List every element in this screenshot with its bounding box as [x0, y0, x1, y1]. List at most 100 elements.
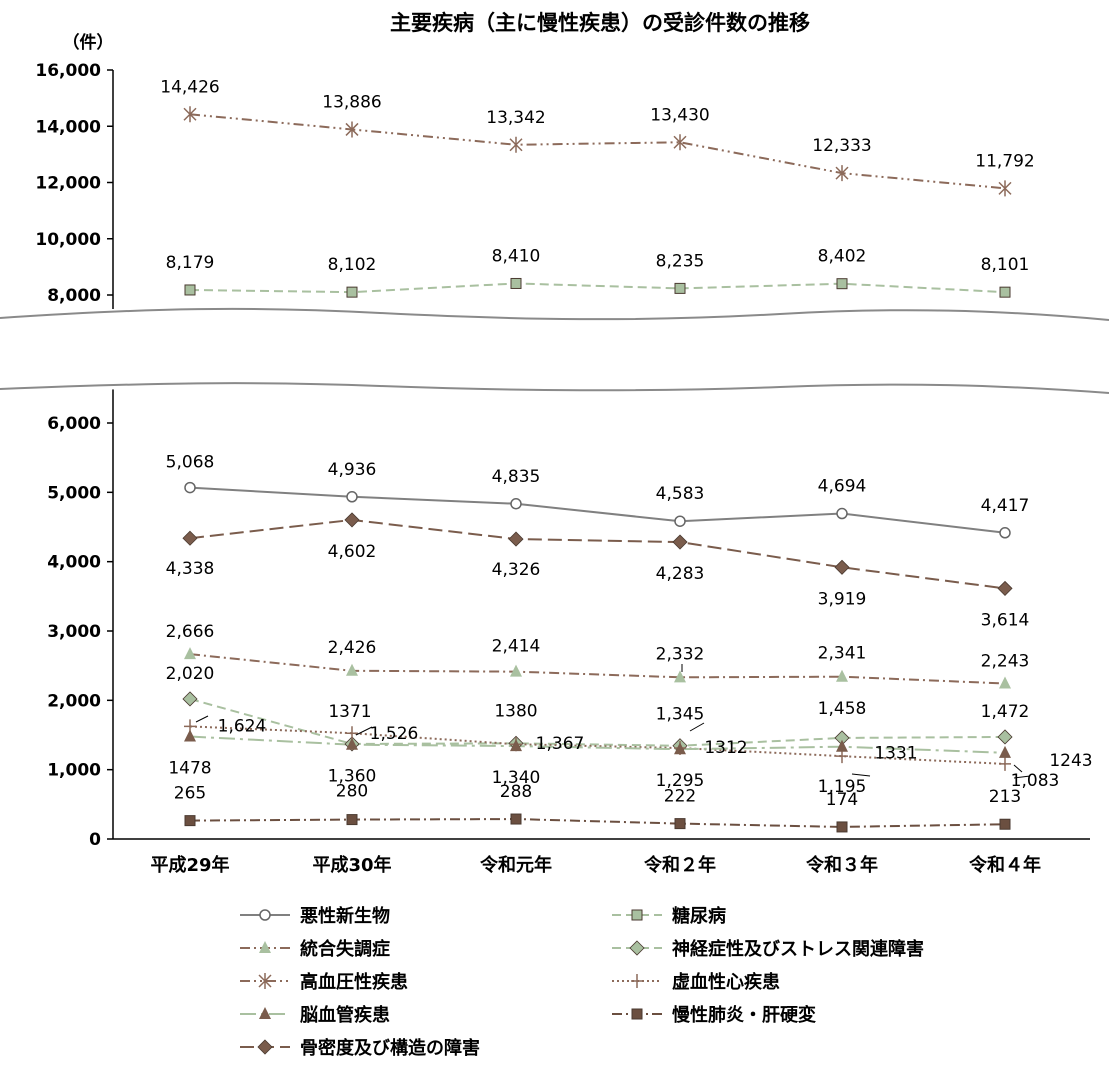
data-label: 4,326 — [492, 560, 541, 580]
data-label: 2,426 — [328, 638, 377, 658]
data-point-marker — [997, 729, 1013, 745]
y-tick-label: 14,000 — [35, 117, 101, 137]
data-label: 174 — [826, 790, 858, 810]
data-point-marker — [184, 729, 196, 742]
data-point-marker — [346, 663, 358, 676]
data-point-marker — [836, 669, 848, 682]
y-tick-label: 0 — [89, 830, 101, 850]
label-leader-line — [195, 715, 209, 723]
data-point-marker — [835, 165, 849, 182]
data-point-marker — [674, 818, 686, 830]
x-tick-label: 令和４年 — [968, 854, 1041, 876]
y-tick-label: 12,000 — [35, 174, 101, 194]
data-label: 13,886 — [322, 92, 381, 112]
data-label: 8,410 — [492, 246, 541, 266]
data-point-marker — [999, 745, 1011, 758]
data-point-marker — [629, 940, 645, 956]
y-tick-label: 10,000 — [35, 230, 101, 250]
data-label: 1,295 — [656, 771, 705, 791]
data-point-marker — [257, 1039, 273, 1055]
axis-break-band — [0, 308, 1109, 393]
legend-label: 慢性肺炎・肝硬変 — [672, 1004, 816, 1026]
data-point-marker — [999, 527, 1011, 539]
data-label: 1,624 — [218, 716, 267, 736]
data-label: 4,694 — [818, 477, 867, 497]
data-label: 2,666 — [166, 622, 215, 642]
data-point-marker — [509, 136, 523, 153]
data-label: 2,414 — [492, 637, 541, 657]
data-point-marker — [674, 670, 686, 683]
data-label: 2,243 — [981, 651, 1030, 671]
x-tick-label: 平成30年 — [312, 854, 391, 876]
series-line — [189, 697, 1006, 747]
data-point-marker — [999, 286, 1011, 298]
data-point-marker — [346, 286, 358, 298]
data-label: 280 — [336, 782, 368, 802]
data-label: 13,430 — [650, 105, 709, 125]
axes: 8,000 10,000 12,000 14,000 16,000 0 1,000 2,000… — [0, 61, 1109, 876]
data-label: 1,360 — [328, 767, 377, 787]
label-leader-line — [689, 722, 705, 732]
data-point-marker — [631, 909, 643, 921]
data-label: 4,602 — [328, 542, 377, 562]
data-label: 3,614 — [981, 610, 1030, 630]
data-point-marker — [346, 737, 358, 750]
legend-label: 高血圧性疾患 — [300, 971, 408, 993]
legend-label: 統合失調症 — [300, 938, 390, 960]
data-point-marker — [836, 821, 848, 833]
label-leader-line — [851, 773, 871, 777]
y-tick-label: 4,000 — [47, 553, 101, 573]
data-labels: 5,068 4,936 4,835 4,583 4,694 4,417 8,179 8,102… — [160, 77, 1092, 810]
data-label: 8,235 — [656, 251, 705, 271]
data-label: 1,472 — [981, 702, 1030, 722]
data-label: 1,526 — [370, 724, 419, 744]
data-label: 4,936 — [328, 460, 377, 480]
data-label: 4,283 — [656, 564, 705, 584]
y-tick-label: 3,000 — [47, 622, 101, 642]
data-point-marker — [672, 534, 688, 550]
data-point-marker — [998, 180, 1012, 197]
series-line — [189, 725, 1006, 765]
data-point-marker — [999, 676, 1011, 689]
data-point-marker — [182, 530, 198, 546]
series-line — [189, 518, 1006, 590]
data-label: 1,340 — [492, 768, 541, 788]
data-point-marker — [346, 491, 358, 503]
data-point-marker — [259, 909, 271, 921]
data-label: 1331 — [874, 744, 917, 764]
data-label: 288 — [500, 782, 532, 802]
data-point-marker — [345, 121, 359, 138]
data-label: 5,068 — [166, 453, 215, 473]
data-label: 1,458 — [818, 699, 867, 719]
data-point-marker — [510, 277, 522, 289]
data-point-marker — [999, 756, 1011, 771]
y-axis-unit-label: （件） — [63, 32, 114, 53]
label-leader-line — [1013, 775, 1031, 779]
data-label: 1,195 — [818, 777, 867, 797]
data-point-marker — [674, 515, 686, 527]
data-point-marker — [182, 691, 198, 707]
data-point-marker — [184, 284, 196, 296]
legend-label: 神経症性及びストレス関連障害 — [672, 938, 924, 960]
data-label: 13,342 — [486, 108, 545, 128]
series-line — [189, 735, 1006, 754]
data-label: 1,083 — [1011, 771, 1060, 791]
axis-break-line-upper — [0, 307, 1109, 321]
legend-label: 糖尿病 — [672, 905, 726, 927]
data-point-marker — [508, 531, 524, 547]
y-tick-label: 1,000 — [47, 761, 101, 781]
series-line — [189, 486, 1006, 534]
label-leader-line — [355, 726, 373, 736]
data-label: 1380 — [494, 701, 537, 721]
y-tick-label: 8,000 — [47, 286, 101, 306]
data-point-marker — [836, 739, 848, 752]
series-line — [189, 818, 1006, 828]
data-point-marker — [184, 647, 196, 660]
data-point-marker — [674, 282, 686, 294]
data-point-marker — [183, 106, 197, 123]
series-line — [189, 282, 1006, 294]
data-label: 3,919 — [818, 589, 867, 609]
axis-break-line-lower — [0, 382, 1109, 394]
data-label: 8,402 — [818, 247, 867, 267]
x-tick-label: 令和２年 — [643, 854, 716, 876]
